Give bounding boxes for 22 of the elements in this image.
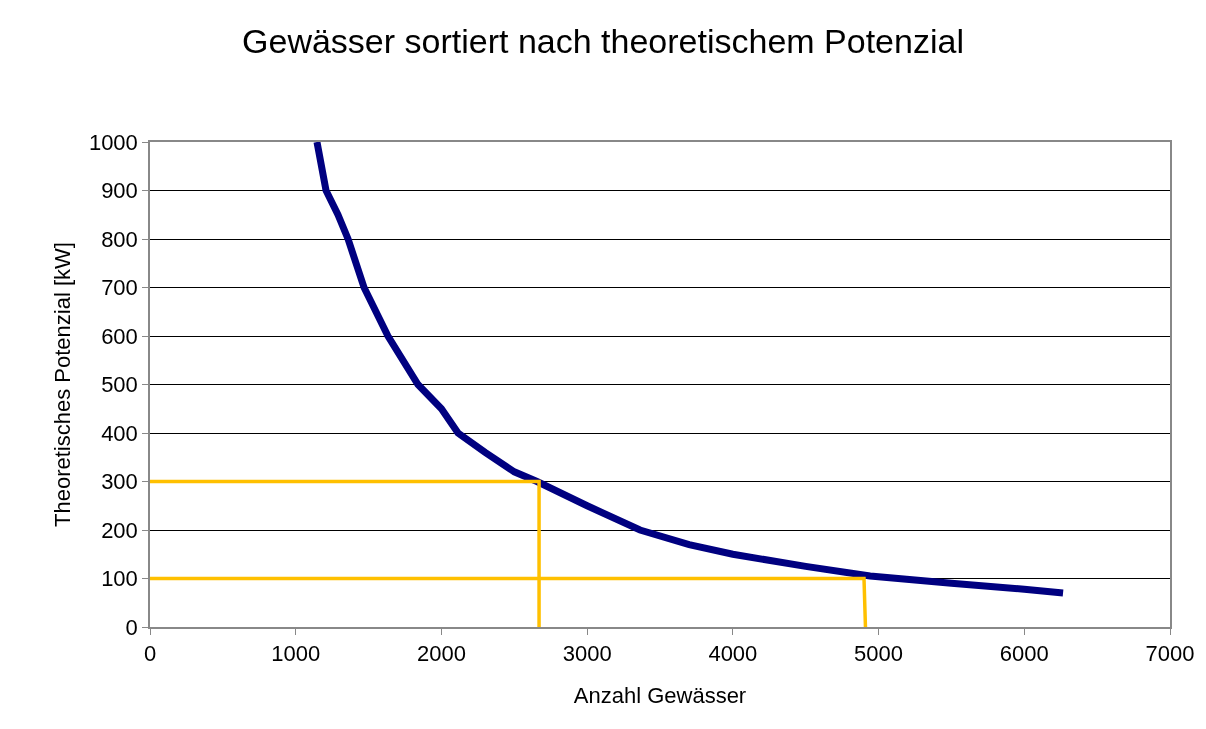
- y-tick-label: 0: [125, 614, 138, 640]
- y-tick-label: 200: [101, 517, 138, 543]
- y-tick-label: 300: [101, 469, 138, 495]
- chart-title: Gewässer sortiert nach theoretischem Potenzial: [242, 21, 964, 60]
- x-tick-label: 0: [143, 641, 157, 667]
- x-tick-label: 1000: [271, 641, 321, 667]
- x-tick-label: 2000: [416, 641, 466, 667]
- y-tick-label: 900: [101, 178, 138, 204]
- y-tick-label: 500: [101, 372, 138, 398]
- y-axis-title: Theoretisches Potenzial [kW]: [50, 242, 76, 527]
- x-tick-label: 4000: [708, 641, 758, 667]
- x-tick-label: 7000: [1145, 641, 1195, 667]
- x-axis-title: Anzahl Gewässer: [573, 682, 747, 708]
- y-tick-label: 1000: [88, 129, 138, 155]
- x-tick-label: 3000: [562, 641, 612, 667]
- x-tick-label: 5000: [854, 641, 904, 667]
- y-tick-label: 700: [101, 275, 138, 301]
- y-tick-label: 800: [101, 226, 138, 252]
- y-tick-label: 100: [101, 566, 138, 592]
- y-tick-label: 400: [101, 420, 138, 446]
- x-tick-label: 6000: [999, 641, 1049, 667]
- y-tick-label: 600: [101, 323, 138, 349]
